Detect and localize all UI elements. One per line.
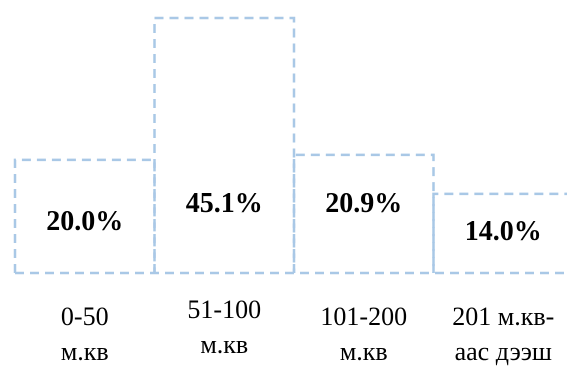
category-label-2-line-0: 101-200	[320, 302, 407, 331]
category-label-3-line-1: аас дээш	[455, 337, 552, 366]
category-label-2-line-1: м.кв	[340, 337, 388, 366]
category-label-0-line-0: 0-50	[61, 302, 109, 331]
data-label-3: 14.0%	[465, 216, 542, 247]
bar-0	[13, 158, 156, 273]
bar-2	[292, 153, 435, 273]
bar-1	[153, 16, 296, 273]
data-label-0: 20.0%	[46, 206, 123, 237]
category-label-1-line-0: 51-100	[187, 295, 261, 324]
category-label-1-line-1: м.кв	[200, 330, 248, 359]
category-label-3-line-0: 201 м.кв-	[452, 302, 554, 331]
category-label-0-line-1: м.кв	[61, 337, 109, 366]
data-label-1: 45.1%	[186, 188, 263, 219]
data-label-2: 20.9%	[325, 188, 402, 219]
